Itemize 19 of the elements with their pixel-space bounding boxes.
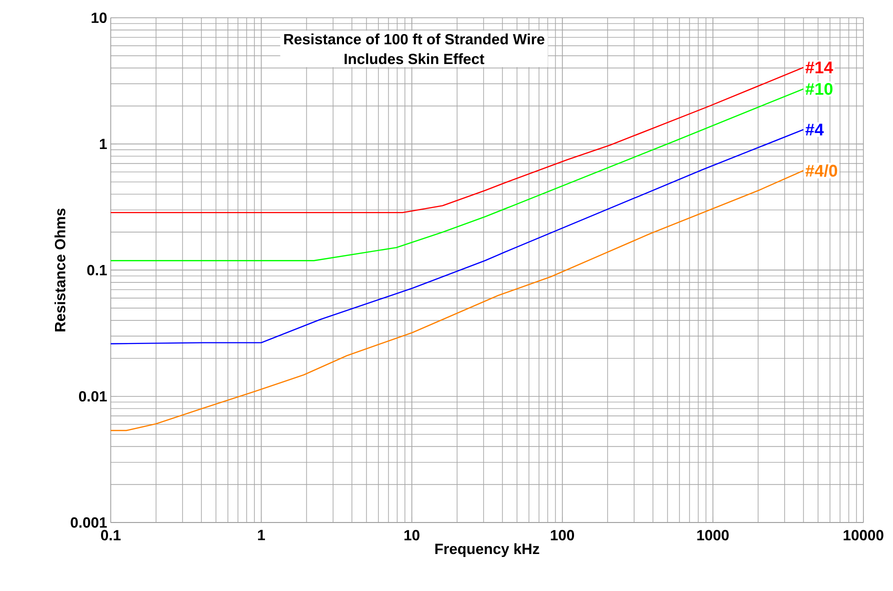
text: Resistance of 100 ft of Stranded Wire bbox=[284, 34, 544, 45]
series-label: #4/0 bbox=[805, 164, 838, 178]
y-tick-label: 0.01 bbox=[79, 391, 107, 402]
x-tick-label: 10 bbox=[404, 530, 420, 541]
series-label: #10 bbox=[805, 83, 832, 96]
series-label: #14 bbox=[805, 62, 834, 74]
x-tick-label: 100 bbox=[550, 530, 574, 541]
y-tick-label: 0.001 bbox=[70, 517, 107, 528]
x-tick-label: 0.1 bbox=[101, 530, 121, 541]
y-tick-label: 1 bbox=[100, 139, 107, 150]
y-tick-label: 0.1 bbox=[87, 265, 107, 276]
text: Includes Skin Effect bbox=[344, 53, 484, 64]
y-axis-title: Resistance Ohms bbox=[54, 208, 66, 332]
series-label: #4 bbox=[805, 124, 824, 136]
x-axis-title: Frequency kHz bbox=[435, 543, 540, 558]
x-tick-label: 10000 bbox=[844, 530, 884, 541]
x-tick-label: 1 bbox=[258, 530, 265, 540]
y-tick-label: 10 bbox=[92, 12, 107, 24]
x-tick-label: 1000 bbox=[697, 530, 729, 541]
